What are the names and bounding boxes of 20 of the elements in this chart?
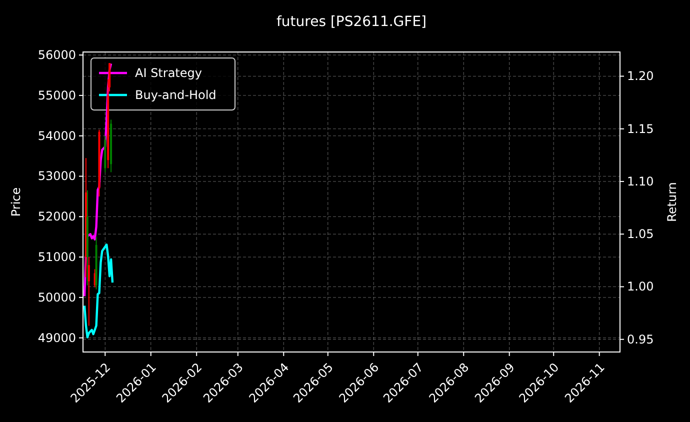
y-tick-label: 53000 <box>38 169 76 184</box>
legend-label: AI Strategy <box>135 66 202 80</box>
y2-tick-label: 1.15 <box>627 122 654 136</box>
y-tick-label: 52000 <box>38 210 76 224</box>
y-tick-label: 50000 <box>38 290 76 304</box>
y2-tick-label: 1.10 <box>627 174 654 188</box>
y-tick-label: 55000 <box>38 88 76 102</box>
y-tick-label: 54000 <box>38 128 76 143</box>
y-axis-title: Price <box>9 187 23 217</box>
chart-title: futures [PS2611.GFE] <box>276 14 427 30</box>
y-tick-label: 51000 <box>38 250 76 264</box>
y2-axis-title: Return <box>665 182 679 222</box>
y-tick-label: 49000 <box>38 330 76 345</box>
y2-tick-label: 1.00 <box>627 280 654 294</box>
y2-tick-label: 1.05 <box>627 227 654 242</box>
y2-tick-label: 1.20 <box>627 69 654 84</box>
legend-label: Buy-and-Hold <box>135 88 216 102</box>
line-series <box>83 244 114 338</box>
y2-tick-label: 0.95 <box>627 332 654 346</box>
y-tick-label: 56000 <box>38 48 76 62</box>
